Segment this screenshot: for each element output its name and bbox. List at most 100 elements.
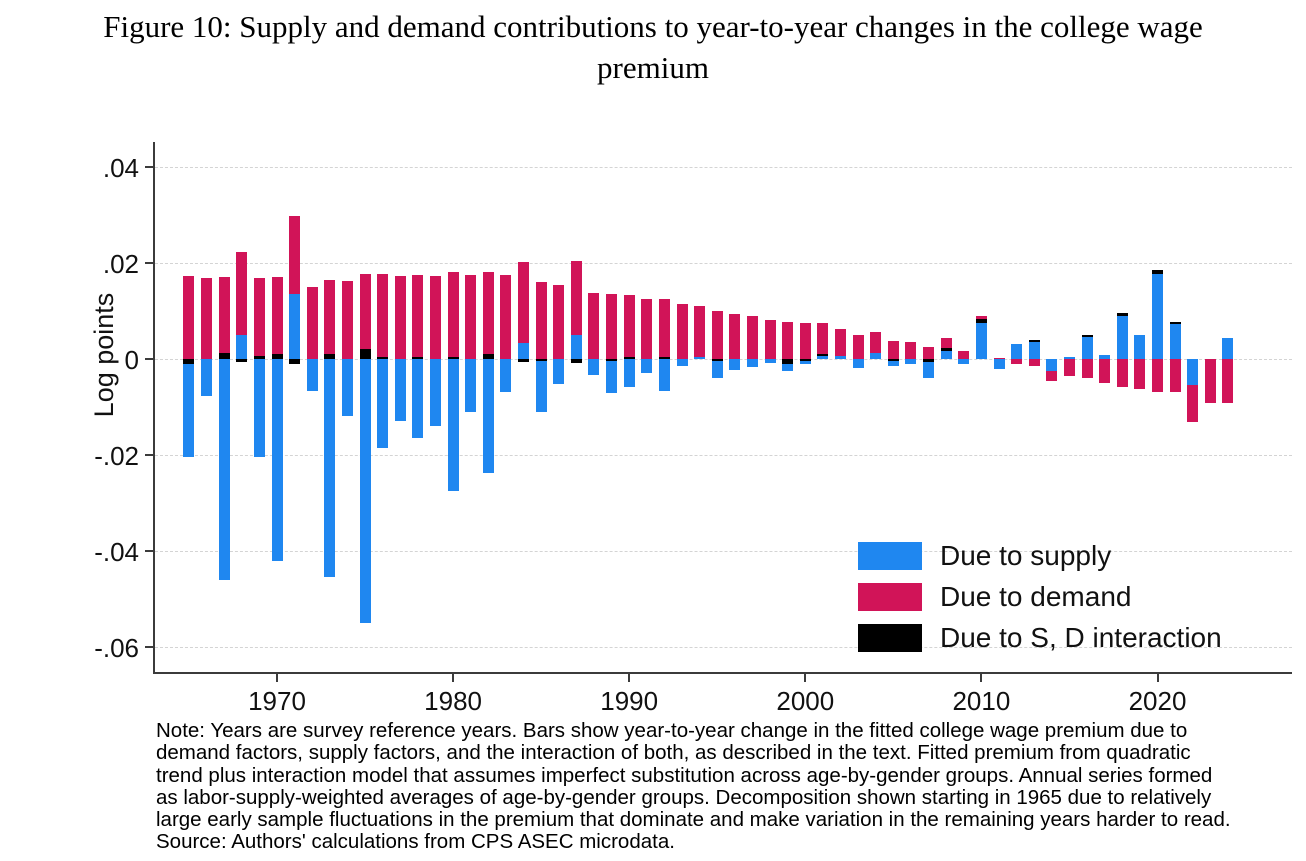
- bar-segment-supply: [201, 359, 213, 397]
- bar-segment-demand: [746, 316, 758, 359]
- bar-segment-demand: [218, 277, 230, 354]
- note-line: trend plus interaction model that assume…: [156, 763, 1213, 787]
- legend-swatch: [858, 582, 922, 611]
- bar-segment-supply: [1169, 323, 1181, 359]
- x-tick-label: 2000: [776, 686, 835, 716]
- bar-segment-interaction: [923, 359, 935, 362]
- bar-segment-interaction: [377, 356, 389, 359]
- bar-segment-interaction: [570, 359, 582, 363]
- bar-segment-interaction: [606, 359, 618, 362]
- bar-segment-supply: [465, 359, 477, 412]
- x-tick-mark: [276, 674, 278, 682]
- bar-segment-demand: [1187, 384, 1199, 422]
- bar-segment-demand: [535, 282, 547, 359]
- figure-title-line1: Figure 10: Supply and demand contributio…: [103, 9, 1203, 44]
- bar-segment-interaction: [535, 359, 547, 362]
- bar-segment-supply: [1099, 355, 1111, 359]
- bar-segment-supply: [1046, 359, 1058, 371]
- bar-segment-demand: [518, 261, 530, 344]
- x-tick-mark: [628, 674, 631, 682]
- x-tick-mark: [980, 674, 983, 682]
- bar-segment-demand: [782, 321, 794, 359]
- note-line: Note: Years are survey reference years. …: [156, 719, 1188, 742]
- bar-segment-demand: [1222, 359, 1234, 404]
- bar-segment-demand: [817, 323, 829, 355]
- bar-segment-supply: [588, 359, 600, 376]
- bar-segment-supply: [817, 356, 829, 359]
- bar-segment-interaction: [271, 354, 283, 359]
- bar-segment-demand: [905, 341, 917, 359]
- bar-segment-demand: [835, 329, 847, 357]
- bar-segment-demand: [236, 252, 248, 335]
- bar-segment-interaction: [289, 359, 301, 364]
- bar-segment-demand: [975, 315, 987, 319]
- legend-label: Due to demand: [940, 580, 1132, 612]
- bar-segment-demand: [1099, 359, 1111, 383]
- bar-segment-supply: [1081, 336, 1093, 359]
- x-tick-label: 2010: [952, 686, 1011, 716]
- bar-segment-supply: [218, 359, 230, 580]
- bar-segment-demand: [553, 284, 565, 359]
- bar-segment-demand: [1081, 359, 1093, 379]
- bar-segment-demand: [694, 305, 706, 357]
- note-line: demand factors, supply factors, and the …: [156, 741, 1191, 765]
- bar-segment-supply: [1063, 356, 1075, 359]
- bar-segment-demand: [676, 304, 688, 359]
- y-tick-mark: [145, 262, 155, 264]
- y-tick-label: -.02: [94, 441, 139, 471]
- bar-segment-supply: [306, 359, 318, 391]
- bar-segment-demand: [1204, 359, 1216, 404]
- x-axis-line: [153, 672, 1292, 674]
- bar-segment-supply: [553, 359, 565, 384]
- bar-segment-interaction: [253, 356, 265, 359]
- bar-segment-demand: [271, 277, 283, 355]
- bar-segment-supply: [377, 359, 389, 448]
- bar-segment-demand: [394, 276, 406, 359]
- figure-note: Note: Years are survey reference years. …: [156, 719, 1301, 854]
- bar-segment-supply: [676, 359, 688, 367]
- bar-segment-demand: [870, 331, 882, 353]
- bar-segment-demand: [570, 260, 582, 335]
- bar-segment-supply: [940, 351, 952, 359]
- bar-segment-interaction: [359, 349, 371, 359]
- bar-segment-demand: [606, 294, 618, 359]
- y-axis-line: [153, 142, 155, 674]
- bar-segment-supply: [993, 359, 1005, 370]
- bar-segment-demand: [183, 276, 195, 359]
- legend-label: Due to supply: [940, 539, 1112, 571]
- bar-segment-demand: [253, 278, 265, 357]
- y-axis-title: Log points: [89, 292, 119, 418]
- bar-segment-demand: [588, 293, 600, 359]
- bar-segment-demand: [447, 272, 459, 357]
- bar-segment-demand: [201, 278, 213, 359]
- bar-segment-supply: [500, 359, 512, 392]
- bar-segment-demand: [887, 340, 899, 359]
- bar-segment-supply: [1152, 274, 1163, 359]
- bar-segment-supply: [658, 359, 670, 391]
- bar-segment-interaction: [1169, 321, 1181, 324]
- y-tick-label: -.06: [94, 633, 139, 663]
- bar-segment-supply: [535, 361, 547, 412]
- chart-legend: Due to supply Due to demand Due to S, D in…: [858, 539, 1222, 664]
- bar-segment-supply: [183, 363, 195, 458]
- bar-segment-demand: [1134, 359, 1146, 390]
- bar-segment-interaction: [782, 359, 794, 364]
- y-gridline: [155, 550, 1292, 552]
- bar-segment-interaction: [324, 354, 336, 359]
- y-gridline: [155, 166, 1292, 168]
- bar-segment-supply: [623, 359, 635, 387]
- bar-segment-demand: [289, 215, 301, 295]
- y-gridline: [155, 358, 1292, 360]
- bar-segment-supply: [394, 359, 406, 422]
- y-tick-mark: [145, 550, 155, 552]
- bar-segment-demand: [852, 335, 864, 359]
- bar-segment-supply: [253, 359, 265, 458]
- bar-segment-supply: [447, 359, 459, 491]
- bar-segment-supply: [429, 359, 441, 427]
- bar-segment-demand: [1011, 359, 1023, 364]
- bar-segment-supply: [746, 359, 758, 368]
- bar-segment-demand: [1116, 359, 1128, 388]
- bar-segment-supply: [359, 359, 371, 623]
- note-line: large early sample fluctuations in the p…: [156, 808, 1231, 832]
